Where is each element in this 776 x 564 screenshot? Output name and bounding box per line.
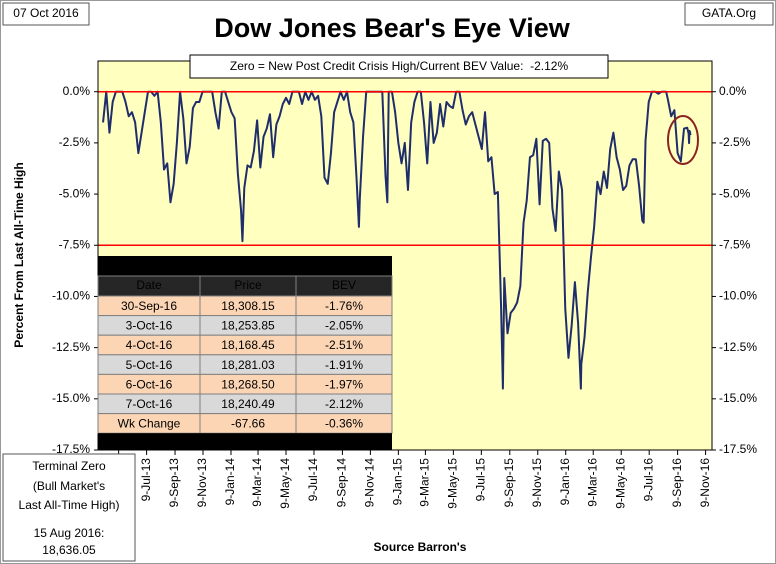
table-header: BEV [332, 278, 356, 292]
table-cell-text: -2.05% [325, 319, 363, 333]
y2-tick-label: -10.0% [719, 289, 757, 303]
x-tick-label: 9-May-16 [613, 458, 627, 509]
x-tick-label: 9-Nov-14 [363, 458, 377, 508]
table-cell-text: 7-Oct-16 [126, 397, 173, 411]
table-title-bg [98, 256, 392, 276]
x-tick-label: 9-Sep-15 [502, 458, 516, 508]
table-cell-text: 30-Sep-16 [121, 299, 177, 313]
y-tick-label: -5.0% [59, 186, 91, 200]
table-cell-text: 18,281.03 [221, 358, 275, 372]
y2-tick-label: -5.0% [719, 186, 751, 200]
x-tick-label: 9-Nov-16 [698, 458, 712, 508]
table-cell-text: 6-Oct-16 [126, 377, 173, 391]
table-cell-text: 3-Oct-16 [126, 319, 173, 333]
annotation-box [189, 54, 609, 79]
table-cell-text: -0.36% [325, 417, 363, 431]
y2-tick-label: -7.5% [719, 237, 751, 251]
table-cell-text: -1.97% [325, 377, 363, 391]
y-tick-label: -17.5% [52, 442, 90, 456]
terminal-line: Terminal Zero [32, 459, 106, 473]
table-cell-text: -67.66 [231, 417, 265, 431]
table-cell-text: 18,168.45 [221, 338, 275, 352]
table-cell-text: -1.91% [325, 358, 363, 372]
table-footer: Graphic by Mark J. Lundeen [170, 435, 321, 449]
x-tick-label: 9-Mar-15 [418, 458, 432, 507]
table-cell-text: 5-Oct-16 [126, 358, 173, 372]
x-tick-label: 9-Sep-14 [335, 458, 349, 508]
x-axis-label: Source Barron's [374, 540, 467, 554]
terminal-line: 18,636.05 [42, 543, 96, 557]
table-header: Date [136, 278, 162, 292]
x-tick-label: 9-Nov-15 [530, 458, 544, 508]
x-tick-label: 9-Nov-13 [195, 458, 209, 508]
x-tick-label: 9-Jul-15 [474, 458, 488, 502]
x-tick-label: 9-Mar-16 [585, 458, 599, 507]
annotation: Zero = New Post Credit Crisis High/Curre… [230, 59, 569, 73]
x-tick-label: 9-Jul-14 [306, 458, 320, 502]
y-axis-label: Percent From Last All-Time High [12, 162, 26, 347]
table-cell-text: 18,240.49 [221, 397, 275, 411]
x-tick-label: 9-May-15 [446, 458, 460, 509]
table-cell-text: -2.51% [325, 338, 363, 352]
table-cell-text: -1.76% [325, 299, 363, 313]
y-tick-label: 0.0% [63, 84, 91, 98]
site-box [684, 2, 774, 26]
y-tick-label: -10.0% [52, 289, 90, 303]
y-tick-label: -15.0% [52, 391, 90, 405]
table-cell-text: -2.12% [325, 397, 363, 411]
table-title: Dow Jones for 30 Sept 2016 - 07 Oct 2016 [130, 259, 361, 273]
terminal-line: (Bull Market's [33, 479, 105, 493]
y2-tick-label: -17.5% [719, 442, 757, 456]
x-tick-label: 9-May-14 [278, 458, 292, 509]
x-tick-label: 9-Jul-13 [139, 458, 153, 502]
y2-tick-label: -12.5% [719, 340, 757, 354]
date: 07 Oct 2016 [13, 6, 79, 20]
x-tick-label: 9-Jan-15 [391, 458, 405, 506]
table-cell-text: 18,308.15 [221, 299, 275, 313]
table-footer-bg [98, 433, 392, 450]
table-header: Price [234, 278, 262, 292]
site: GATA.Org [702, 6, 756, 20]
table-cell-text: 18,268.50 [221, 377, 275, 391]
x-tick-label: 9-Sep-13 [167, 458, 181, 508]
terminal-line: 15 Aug 2016: [34, 526, 105, 540]
x-tick-label: 9-Mar-14 [250, 458, 264, 507]
table-cell-text: 18,253.85 [221, 319, 275, 333]
x-tick-label: 9-Jan-14 [223, 458, 237, 506]
y-tick-label: -2.5% [59, 135, 91, 149]
terminal-box [2, 453, 136, 562]
table-cell-text: Wk Change [118, 417, 181, 431]
x-tick-label: 9-Jul-16 [641, 458, 655, 502]
highlight-ellipse [667, 115, 699, 165]
y-tick-label: -12.5% [52, 340, 90, 354]
y2-tick-label: -2.5% [719, 135, 751, 149]
x-tick-label: 9-Jan-16 [558, 458, 572, 506]
x-tick-label: 9-Sep-16 [670, 458, 684, 508]
chart-title: Dow Jones Bear's Eye View [214, 13, 571, 43]
terminal-line: Last All-Time High) [19, 498, 120, 512]
y2-tick-label: -15.0% [719, 391, 757, 405]
y-tick-label: -7.5% [59, 237, 91, 251]
table-cell-text: 4-Oct-16 [126, 338, 173, 352]
y2-tick-label: 0.0% [719, 84, 747, 98]
date-box [2, 2, 90, 26]
